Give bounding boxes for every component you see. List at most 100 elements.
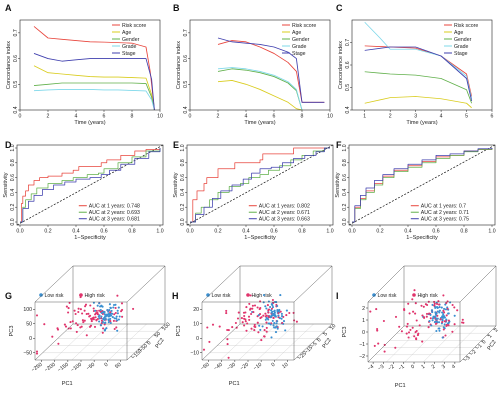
low-risk-point [274,326,277,329]
high-risk-point [407,302,410,305]
y-tick-label: 0.0 [10,218,16,225]
low-risk-point [271,306,275,309]
cube-edge [459,265,497,303]
y-tick-label: 0.0 [342,218,348,225]
high-risk-point [109,311,112,314]
cube-edge [34,265,74,303]
x-tick-label: 8 [301,114,304,120]
low-risk-point [265,307,268,310]
x-tick-label: 8 [131,114,134,120]
low-risk-point [106,313,109,316]
high-risk-point [95,309,98,312]
depth-tick-label: −1 [475,343,484,352]
series-line-3 [190,147,330,223]
depth-tick-mark [297,356,300,359]
y-tick-label: 1.0 [180,144,186,151]
high-risk-point [245,329,248,332]
x-tick-label: 6 [273,114,276,120]
x-axis-label: 1−Specificity [74,235,106,241]
high-risk-point [89,314,92,317]
x-tick-label: 1.0 [156,229,163,235]
y-tick-label: 0.8 [10,159,16,166]
vertical-tick-label: 2 [362,306,365,312]
plot-frame [186,144,334,226]
vertical-tick-label: 50 [26,322,32,328]
y-tick-label: 1.0 [342,144,348,151]
high-risk-point [240,317,243,320]
low-risk-point [434,313,437,316]
series-line-3 [20,148,161,223]
low-risk-point [112,306,115,309]
y-tick-label: 0.0 [180,218,186,225]
low-risk-point [275,322,278,325]
high-risk-point [415,319,418,322]
vertical-axis-label: PC3 [9,326,15,337]
high-risk-point [251,304,254,307]
high-risk-point [266,304,269,307]
low-risk-point [441,318,444,321]
high-risk-point [292,311,295,314]
depth-tick-mark [153,334,156,337]
depth-tick-label: 1 [487,333,493,339]
high-risk-point [109,320,112,323]
high-risk-point [84,305,87,308]
x-tick-label: 0.8 [298,229,305,235]
vertical-tick-label: −10 [190,351,199,357]
y-tick-label: 0.4 [183,106,189,113]
low-risk-point [115,317,118,320]
cube-edge [293,323,333,361]
low-risk-point [285,309,288,312]
low-risk-point [117,306,120,309]
high-risk-point [403,309,406,312]
high-risk-point [405,332,408,335]
high-risk-point [414,331,417,334]
series-line-3 [364,71,473,104]
high-risk-point [235,326,238,329]
x-tick-label: 1.0 [488,229,495,235]
y-axis-label: Sensitivity [173,172,179,197]
depth-tick-label: −2 [469,349,478,358]
high-risk-point [248,302,251,305]
low-risk-point [92,301,95,304]
depth-tick-label: 100 [161,322,171,332]
high-risk-point [64,325,68,328]
high-risk-point [245,306,248,309]
panel-c: C 1 2 3 4 5 6 0.4 0.5 0.6 0.7 Time (years) Concordan… [336,3,494,126]
high-risk-point [35,352,39,355]
low-risk-point [447,312,450,315]
high-risk-point [442,328,445,331]
low-risk-point [104,321,107,324]
vertical-tick-label: 0 [29,336,32,342]
high-risk-point [418,324,421,327]
low-risk-point [276,320,279,323]
high-risk-point [253,304,257,307]
legend-label: AUC at 3 years: 0.663 [259,217,310,223]
vertical-tick-label: 20 [193,307,199,313]
legend-label: AUC at 2 years: 0.71 [421,210,469,216]
legend-label: Age [454,30,463,36]
low-risk-point [108,309,111,312]
high-risk-point [63,323,66,326]
legend-label: High risk [252,293,273,299]
high-risk-point [218,325,221,328]
vertical-tick-label: 0 [196,336,199,342]
low-risk-point [269,316,272,319]
x-tick-label: 2 [47,114,50,120]
depth-tick-label: −5 [310,341,319,350]
low-risk-point [442,313,445,316]
low-risk-point [266,317,269,320]
depth-tick-mark [322,332,325,335]
high-risk-point [451,303,454,307]
high-risk-point [254,325,257,329]
x-tick-label: 0 [19,114,22,120]
high-risk-point [246,322,249,325]
legend-label: AUC at 2 years: 0.671 [259,210,310,216]
high-risk-point [443,311,446,314]
front-tick-label: −250 [30,362,43,374]
high-risk-point [259,317,262,320]
low-risk-point [273,326,276,329]
high-risk-point [445,314,448,317]
low-risk-point [431,303,434,306]
series-line-1 [33,26,155,111]
low-risk-point [94,309,97,312]
